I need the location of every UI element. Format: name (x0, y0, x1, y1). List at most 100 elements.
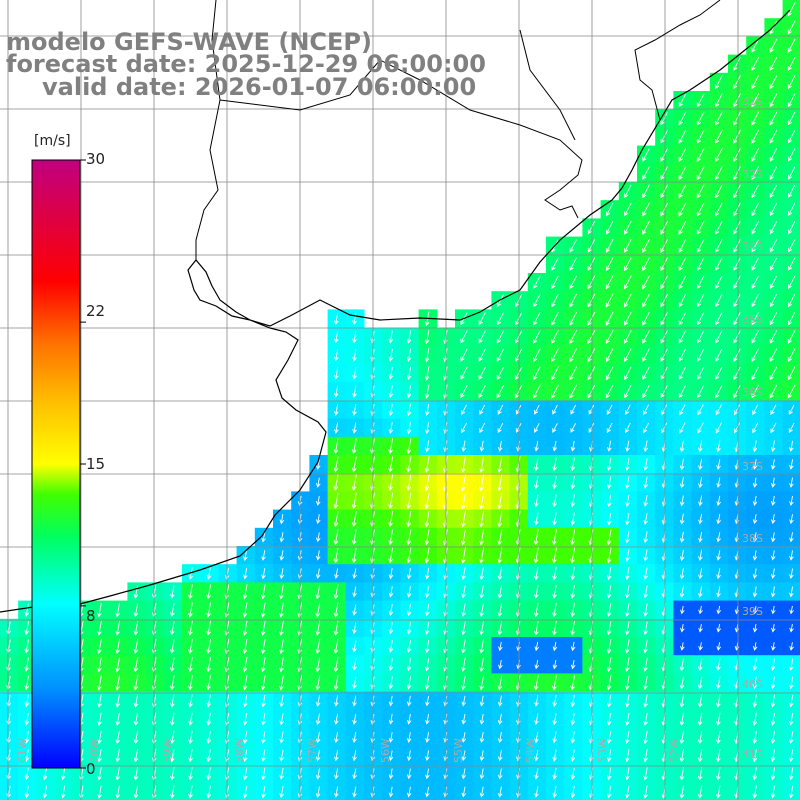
wind-arrow (570, 641, 576, 652)
wind-arrow (716, 642, 722, 651)
wind-arrow (97, 785, 102, 799)
wind-arrow (406, 348, 412, 363)
wind-arrow (315, 657, 321, 673)
wind-arrow (697, 385, 705, 399)
wind-arrow (479, 713, 485, 725)
wind-arrow (789, 459, 794, 470)
wind-arrow (24, 731, 30, 744)
wind-arrow (133, 657, 139, 673)
wind-arrow (769, 257, 777, 271)
wind-arrow (771, 605, 776, 615)
wind-arrow (642, 293, 650, 308)
wind-arrow (388, 492, 394, 510)
wind-arrow (261, 532, 266, 543)
wind-arrow (751, 148, 759, 162)
wind-arrow (279, 584, 284, 600)
wind-arrow (770, 532, 776, 543)
wind-arrow (605, 275, 614, 290)
wind-arrow (497, 695, 503, 707)
wind-arrow (716, 712, 721, 727)
wind-arrow (570, 566, 576, 581)
wind-arrow (479, 440, 485, 452)
wind-arrow (733, 366, 741, 381)
wind-arrow (352, 658, 357, 671)
colorbar-unit: [m/s] (34, 133, 71, 149)
lat-label: 36S (742, 386, 763, 399)
wind-arrow (334, 713, 339, 725)
wind-arrow (406, 422, 412, 435)
wind-arrow (770, 459, 776, 470)
wind-arrow (115, 785, 121, 799)
wind-arrow (624, 422, 631, 434)
wind-arrow (698, 513, 703, 525)
wind-arrow (752, 568, 758, 580)
wind-arrow (625, 749, 630, 763)
wind-arrow (570, 476, 576, 490)
wind-arrow (607, 440, 612, 452)
wind-arrow (478, 312, 486, 326)
wind-arrow (698, 624, 703, 633)
wind-arrow (497, 547, 503, 564)
wind-arrow (552, 675, 557, 691)
wind-arrow (771, 624, 776, 633)
wind-arrow (697, 730, 703, 745)
wind-arrow (714, 147, 723, 163)
wind-arrow (680, 605, 685, 615)
wind-arrow (752, 605, 758, 615)
wind-arrow (260, 657, 266, 673)
wind-arrow (170, 767, 175, 781)
wind-arrow (206, 749, 212, 763)
wind-arrow (206, 584, 212, 600)
wind-arrow (625, 440, 630, 453)
wind-arrow (788, 422, 795, 434)
wind-arrow (570, 440, 576, 452)
wind-arrow (497, 750, 503, 762)
wind-arrow (625, 513, 630, 526)
wind-arrow (606, 422, 613, 434)
wind-arrow (533, 547, 539, 564)
wind-arrow (406, 604, 412, 617)
wind-arrow (587, 329, 596, 345)
wind-arrow (643, 404, 649, 416)
wind-arrow (552, 641, 558, 652)
lat-label: 39S (742, 605, 763, 618)
wind-arrow (679, 767, 685, 781)
wind-arrow (97, 694, 102, 708)
wind-arrow (425, 695, 430, 707)
wind-arrow (115, 657, 121, 673)
colorbar-ticks (80, 159, 86, 769)
title-valid-date: valid date: 2026-01-07 06:00:00 (42, 73, 477, 101)
wind-arrow (261, 749, 266, 762)
wind-arrow (460, 474, 467, 492)
wind-arrow (643, 621, 648, 636)
wind-arrow (679, 567, 685, 580)
wind-arrow (624, 384, 632, 399)
wind-arrow (570, 731, 576, 744)
wind-arrow (625, 621, 630, 636)
wind-arrow (770, 694, 776, 708)
wind-arrow (642, 275, 650, 290)
wind-arrow (351, 474, 357, 492)
wind-arrow (716, 676, 721, 690)
wind-arrow (42, 785, 48, 799)
wind-arrow (770, 767, 776, 781)
wind-arrow (769, 330, 778, 344)
wind-arrow (479, 675, 485, 691)
wind-arrow (406, 492, 412, 510)
wind-arrow (570, 423, 576, 433)
wind-arrow (315, 786, 321, 798)
wind-arrow (388, 695, 394, 707)
wind-arrow (569, 348, 578, 363)
colorbar-tick-8: 8 (86, 607, 96, 625)
wind-arrow (406, 658, 412, 672)
wind-arrow (587, 311, 596, 326)
wind-arrow (133, 639, 139, 655)
lat-label: 38S (742, 532, 763, 545)
wind-arrow (461, 639, 466, 654)
wind-arrow (716, 586, 721, 598)
wind-arrow (769, 148, 778, 162)
wind-arrow (552, 457, 557, 472)
wind-arrow (751, 294, 759, 308)
wind-arrow (242, 749, 248, 763)
lon-label: 60W (87, 738, 101, 763)
